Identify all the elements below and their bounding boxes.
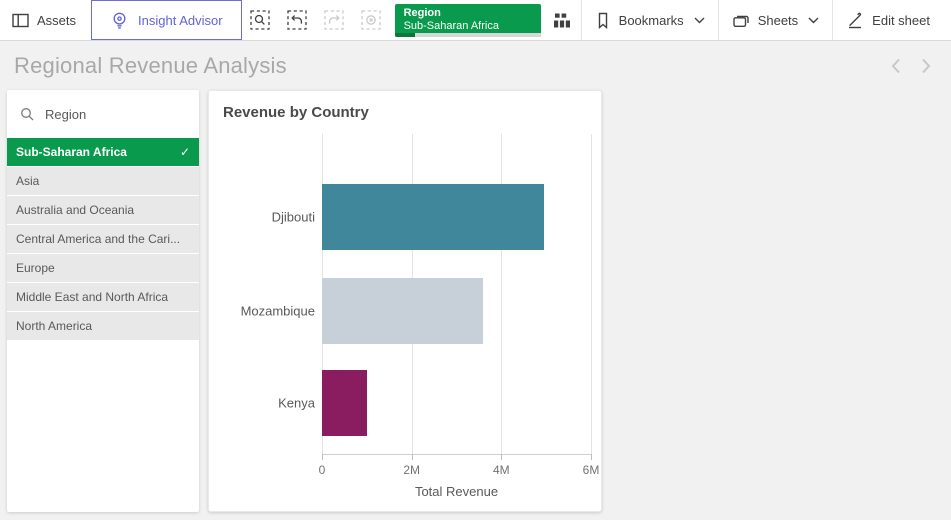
selection-chip-field: Region [403, 6, 441, 19]
sheets-button[interactable]: Sheets [719, 0, 832, 40]
filter-option[interactable]: Central America and the Cari... [7, 225, 199, 253]
sheet-content: Region Sub-Saharan Africa ✓ Asia Austral… [0, 90, 951, 520]
axis-tick [411, 454, 413, 460]
chevron-right-icon [921, 58, 931, 74]
selection-chip-value: Sub-Saharan Africa [403, 19, 499, 32]
bar-row: Mozambique [241, 278, 591, 344]
category-label: Mozambique [240, 303, 315, 319]
chart-title: Revenue by Country [223, 104, 369, 121]
filter-option-label: Central America and the Cari... [16, 232, 181, 246]
category-label: Kenya [278, 395, 315, 411]
search-icon [20, 107, 35, 122]
assets-label: Assets [37, 12, 77, 28]
filter-option-label: Asia [16, 174, 40, 188]
filter-option[interactable]: Australia and Oceania [7, 196, 199, 224]
toolbar-right-group: Bookmarks Sheets [544, 0, 951, 40]
filter-option-list: Sub-Saharan Africa ✓ Asia Australia and … [7, 138, 199, 340]
category-label: Djibouti [271, 209, 315, 225]
insight-advisor-label: Insight Advisor [138, 12, 223, 28]
smart-search-icon [250, 10, 270, 30]
selection-chip-progress-track [394, 32, 541, 37]
gridline [591, 134, 592, 454]
edit-sheet-label: Edit sheet [872, 12, 930, 28]
filter-option-label: Middle East and North Africa [16, 290, 169, 304]
filter-option[interactable]: North America [7, 312, 199, 340]
bar[interactable] [322, 278, 483, 344]
filter-option[interactable]: Middle East and North Africa [7, 283, 199, 311]
filter-option-label: Europe [16, 261, 55, 275]
panel-left-icon [12, 13, 29, 28]
bar-row: Djibouti [272, 184, 591, 250]
clear-selections-button[interactable] [353, 0, 390, 40]
next-sheet-button[interactable] [911, 51, 941, 81]
checkmark-icon: ✓ [179, 145, 190, 159]
x-axis-title: Total Revenue [414, 484, 499, 499]
smart-search-button[interactable] [242, 0, 279, 40]
filter-option-selected[interactable]: Sub-Saharan Africa ✓ [7, 138, 199, 166]
sheet-title-bar: Regional Revenue Analysis [0, 41, 951, 90]
bookmark-icon [595, 12, 611, 29]
selection-chip-text: Region Sub-Saharan Africa [395, 4, 541, 33]
assets-button[interactable]: Assets [0, 0, 91, 40]
sheet-title: Regional Revenue Analysis [14, 52, 287, 78]
lightbulb-icon [110, 11, 129, 30]
axis-tick [591, 454, 592, 460]
axis-tick-label: 4M [492, 463, 510, 477]
toolbar-divider [717, 0, 719, 40]
bar-row: Kenya [278, 370, 591, 436]
filter-option-label: Australia and Oceania [16, 203, 135, 217]
chevron-left-icon [891, 58, 901, 74]
undo-arrow-icon [287, 10, 307, 30]
bar[interactable] [322, 184, 544, 250]
clear-selections-icon [361, 10, 381, 30]
plot-area: Djibouti Mozambique Kenya 0 2M 4M 6M Tot… [241, 134, 599, 499]
toolbar-divider [832, 0, 834, 40]
bookmarks-button[interactable]: Bookmarks [582, 0, 718, 40]
filter-option[interactable]: Europe [7, 254, 199, 282]
chip-progress-fill [394, 32, 415, 37]
toolbar-divider [580, 0, 582, 40]
sheets-label: Sheets [757, 12, 799, 28]
filter-option-label: Sub-Saharan Africa [16, 145, 127, 159]
chevron-down-icon [808, 17, 819, 24]
step-back-button[interactable] [279, 0, 316, 40]
axis-tick-label: 2M [403, 463, 420, 477]
bar[interactable] [322, 370, 367, 436]
grid-blocks-icon [553, 12, 571, 29]
selection-chip-region[interactable]: Region Sub-Saharan Africa [394, 3, 541, 37]
axis-tick-label: 0 [318, 463, 326, 477]
sheets-icon [732, 12, 750, 28]
region-filter-listbox: Region Sub-Saharan Africa ✓ Asia Austral… [7, 90, 199, 512]
insight-advisor-button[interactable]: Insight Advisor [91, 0, 242, 40]
chevron-down-icon [694, 17, 705, 24]
edit-sheet-button[interactable]: Edit sheet [833, 0, 943, 40]
redo-arrow-icon [324, 10, 344, 30]
pencil-icon [846, 11, 864, 29]
gridline [501, 134, 503, 454]
toolbar-left-group: Assets Insight Advisor [0, 0, 541, 40]
filter-option-label: North America [16, 319, 93, 333]
axis-tick-label: 6M [582, 463, 600, 477]
filter-search-row[interactable]: Region [7, 90, 199, 138]
revenue-by-country-chart: Revenue by Country Djibouti Mozambique K… [208, 90, 602, 512]
app-objects-button[interactable] [544, 0, 581, 40]
filter-field-label: Region [45, 106, 87, 122]
filter-option[interactable]: Asia [7, 167, 199, 195]
top-toolbar: Assets Insight Advisor [0, 0, 951, 41]
bookmarks-label: Bookmarks [618, 12, 684, 28]
step-forward-button[interactable] [316, 0, 353, 40]
axis-tick [501, 454, 503, 460]
previous-sheet-button[interactable] [881, 51, 911, 81]
axis-tick [322, 454, 323, 460]
